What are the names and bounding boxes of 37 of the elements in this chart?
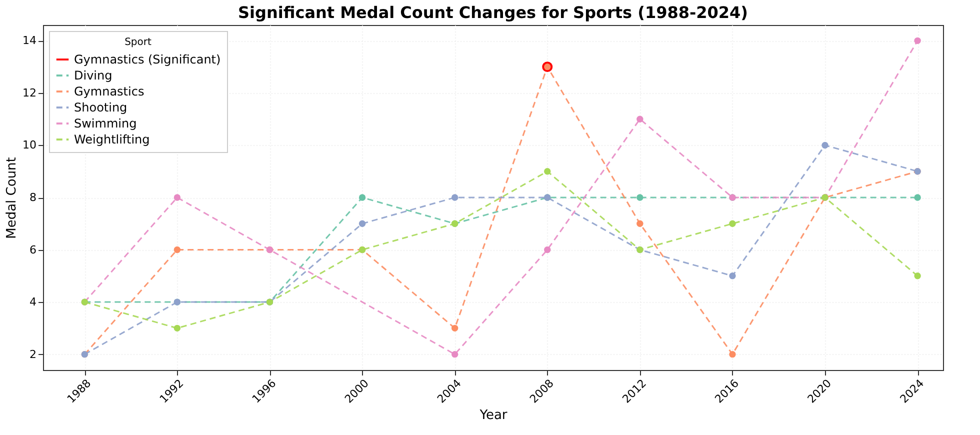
point xyxy=(451,194,458,201)
point xyxy=(358,194,366,201)
point xyxy=(914,37,921,44)
y-tick-label: 4 xyxy=(30,296,36,309)
point xyxy=(914,194,921,201)
point xyxy=(451,324,458,332)
y-tick-label: 12 xyxy=(22,86,36,100)
legend-label: Weightlifting xyxy=(74,132,150,146)
point xyxy=(544,246,551,254)
point xyxy=(636,194,644,201)
point xyxy=(822,142,828,149)
y-tick-label: 10 xyxy=(22,138,36,152)
x-axis-title: Year xyxy=(478,408,508,424)
legend-title: Sport xyxy=(124,37,152,48)
point xyxy=(729,220,736,227)
y-axis-title: Medal Count xyxy=(4,157,20,239)
point xyxy=(636,116,644,122)
chart-title: Significant Medal Count Changes for Sports (1988-2024) xyxy=(238,3,748,22)
legend-label: Diving xyxy=(74,68,112,82)
point xyxy=(544,168,551,175)
point xyxy=(174,246,181,254)
point xyxy=(729,350,736,358)
point xyxy=(174,324,181,332)
legend-label: Gymnastics (Significant) xyxy=(74,52,221,66)
point xyxy=(729,272,736,280)
point xyxy=(914,272,921,280)
y-tick-label: 8 xyxy=(30,191,36,204)
point xyxy=(451,350,458,358)
point xyxy=(358,220,366,227)
legend-label: Gymnastics xyxy=(74,84,144,98)
y-tick-label: 2 xyxy=(30,348,36,361)
point xyxy=(636,220,644,227)
point xyxy=(174,194,181,201)
legend-label: Shooting xyxy=(74,100,128,114)
legend-label: Swimming xyxy=(74,116,137,130)
y-tick-label: 6 xyxy=(30,243,36,256)
y-tick-label: 14 xyxy=(22,34,36,48)
